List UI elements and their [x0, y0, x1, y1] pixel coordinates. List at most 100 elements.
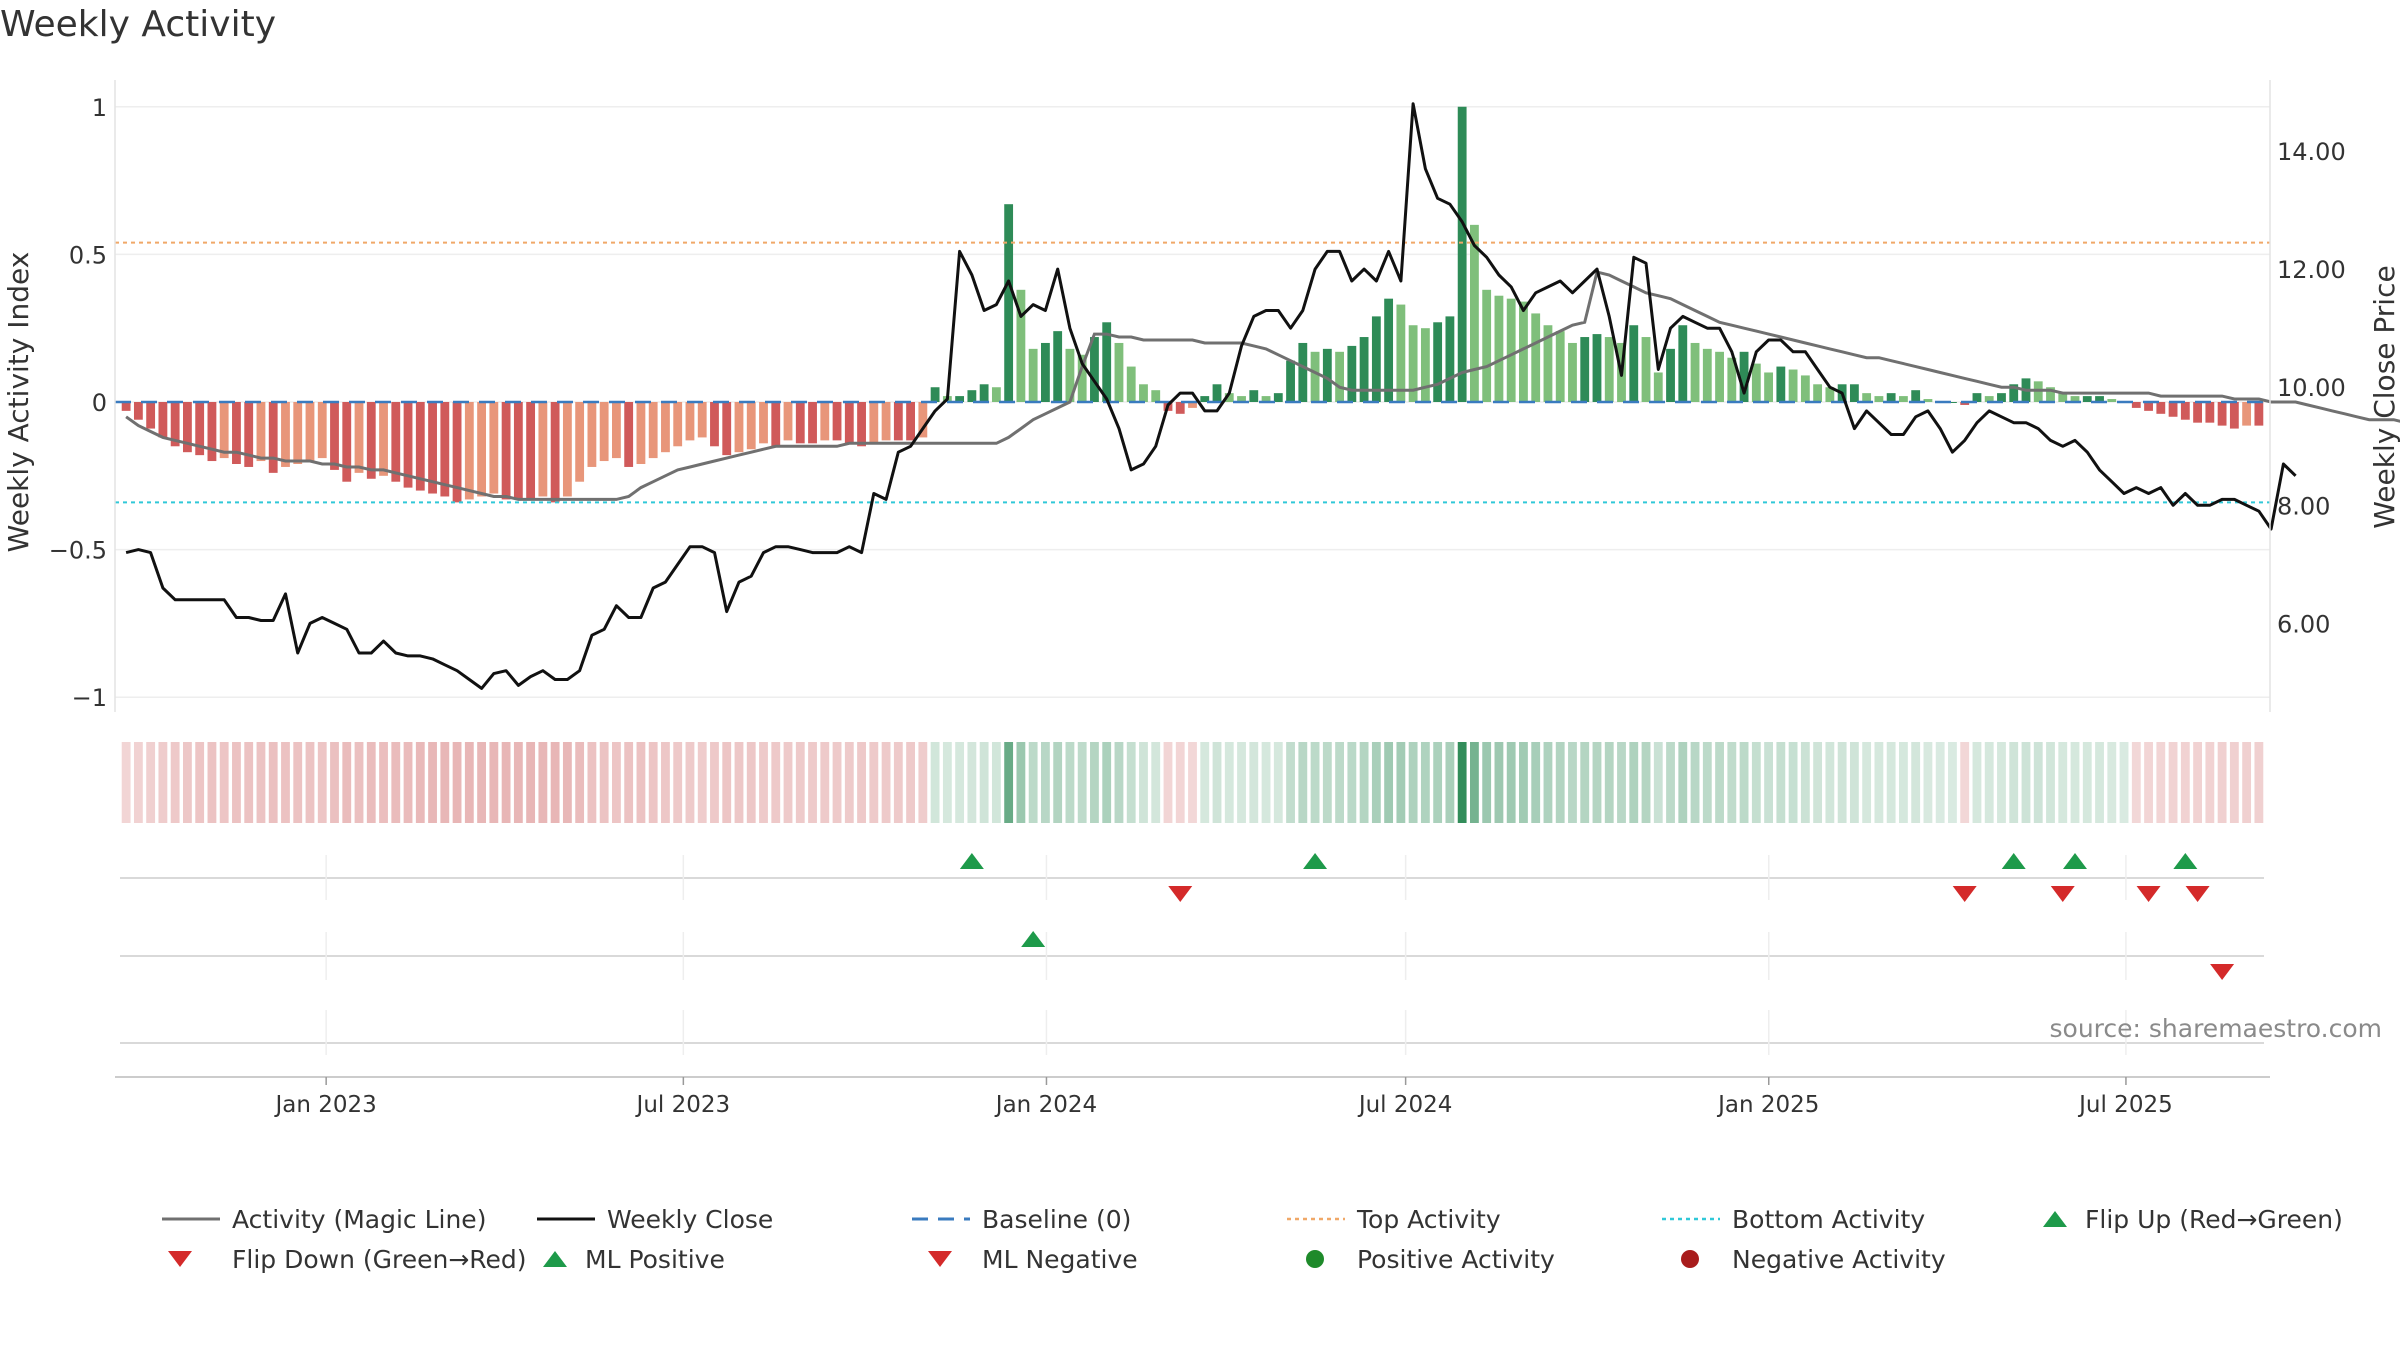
heat-strip-cell — [1800, 742, 1810, 823]
activity-bar — [2095, 396, 2104, 402]
activity-bar — [1788, 369, 1798, 402]
activity-bar — [2058, 393, 2068, 402]
activity-bar — [562, 402, 572, 497]
heat-strip-cell — [771, 742, 781, 823]
activity-bar — [207, 402, 217, 462]
flip-up-marker — [2173, 853, 2198, 869]
heat-strip-cell — [1286, 742, 1295, 823]
heat-strip-cell — [489, 742, 499, 823]
heat-strip-cell — [1531, 742, 1541, 823]
activity-bar — [244, 402, 254, 467]
heat-strip-cell — [281, 742, 290, 823]
top-activity-swatch — [1287, 1217, 1345, 1221]
activity-bar — [820, 402, 830, 441]
heat-strip-cell — [379, 742, 388, 823]
x-tick-label: Jan 2024 — [994, 1092, 1097, 1118]
heat-strip-cell — [1543, 742, 1553, 823]
activity-bar — [477, 402, 486, 497]
heat-strip-cell — [1322, 742, 1332, 823]
heat-strip-cell — [2095, 742, 2104, 823]
weekly-close-swatch — [537, 1217, 595, 1221]
heat-strip-cell — [513, 742, 523, 823]
heat-strip-cell — [2107, 742, 2117, 823]
x-tick-label: Jan 2023 — [274, 1092, 377, 1118]
heat-strip-cell — [2144, 742, 2153, 823]
flip-up-marker — [2063, 853, 2088, 869]
heat-strip-cell — [1727, 742, 1737, 823]
activity-bar — [195, 402, 205, 456]
legend: Activity (Magic Line) Weekly Close Basel… — [160, 1204, 2390, 1274]
heat-strip-cell — [2156, 742, 2166, 823]
activity-bar — [330, 402, 339, 470]
heat-strip-cell — [1396, 742, 1406, 823]
activity-bar — [2193, 402, 2202, 423]
flip-up-swatch — [2043, 1211, 2067, 1227]
activity-bar — [1862, 393, 1872, 402]
heat-strip-cell — [1739, 742, 1749, 823]
heat-strip-cell — [2119, 742, 2129, 823]
heat-strip-cell — [1960, 742, 1970, 823]
activity-bar — [2205, 402, 2215, 423]
heat-strip-cell — [1825, 742, 1835, 823]
heat-strip-cell — [1788, 742, 1798, 823]
activity-bar — [1482, 289, 1492, 402]
activity-bar — [2082, 396, 2092, 402]
activity-bar — [379, 402, 388, 476]
heat-strip-cell — [1629, 742, 1639, 823]
activity-bar — [1911, 390, 1921, 402]
legend-label: Weekly Close — [607, 1204, 774, 1234]
activity-bar — [661, 402, 670, 453]
heat-strip-cell — [2070, 742, 2080, 823]
heat-strip-cell — [1604, 742, 1614, 823]
activity-bar — [1751, 363, 1761, 402]
activity-bar — [1408, 325, 1418, 402]
heat-strip-cell — [317, 742, 327, 823]
activity-bar — [599, 402, 609, 462]
activity-bar — [1519, 301, 1528, 402]
positive-activity-swatch — [1306, 1250, 1324, 1268]
activity-bar — [2254, 402, 2264, 426]
activity-bar — [1114, 342, 1124, 402]
activity-bar — [391, 402, 401, 482]
heat-strip-cell — [1849, 742, 1859, 823]
activity-bar — [1237, 396, 1246, 402]
activity-bar — [2242, 402, 2252, 426]
heat-strip-cell — [1776, 742, 1786, 823]
activity-bar — [1175, 402, 1185, 414]
heat-strip-cell — [428, 742, 437, 823]
activity-bar — [575, 402, 585, 482]
activity-bar — [2131, 402, 2141, 408]
heat-strip-cell — [857, 742, 866, 823]
activity-bar — [1629, 325, 1639, 402]
heat-strip-cell — [219, 742, 229, 823]
activity-bar — [795, 402, 805, 444]
activity-bar — [305, 402, 315, 462]
heat-strip-cell — [1470, 742, 1479, 823]
x-tick-label: Jan 2025 — [1716, 1092, 1819, 1118]
heat-strip-cell — [1874, 742, 1884, 823]
activity-bar — [440, 402, 450, 497]
heat-strip-cell — [1568, 742, 1577, 823]
activity-bar — [1604, 337, 1614, 402]
legend-label: Flip Down (Green→Red) — [232, 1244, 527, 1274]
activity-bar — [893, 402, 903, 441]
activity-bar — [1592, 334, 1602, 402]
heat-strip-cell — [2131, 742, 2141, 823]
legend-item-bottom-activity: Bottom Activity — [1660, 1205, 2035, 1234]
legend-label: Flip Up (Red→Green) — [2085, 1204, 2343, 1234]
y-right-tick-label: 8.00 — [2277, 492, 2330, 520]
heat-strip-cell — [1139, 742, 1148, 823]
legend-label: Top Activity — [1357, 1204, 1501, 1234]
legend-label: Negative Activity — [1732, 1244, 1946, 1274]
heat-strip-cell — [1212, 742, 1222, 823]
activity-bar — [1298, 342, 1308, 402]
y-left-tick-label: −0.5 — [49, 537, 107, 565]
heat-strip-cell — [661, 742, 670, 823]
heat-strip-cell — [1200, 742, 1210, 823]
activity-bar — [1776, 366, 1786, 402]
source-credit: source: sharemaestro.com — [2049, 1014, 2383, 1043]
heat-strip-cell — [2193, 742, 2202, 823]
activity-bar — [1224, 393, 1234, 402]
legend-label: ML Negative — [982, 1244, 1138, 1274]
